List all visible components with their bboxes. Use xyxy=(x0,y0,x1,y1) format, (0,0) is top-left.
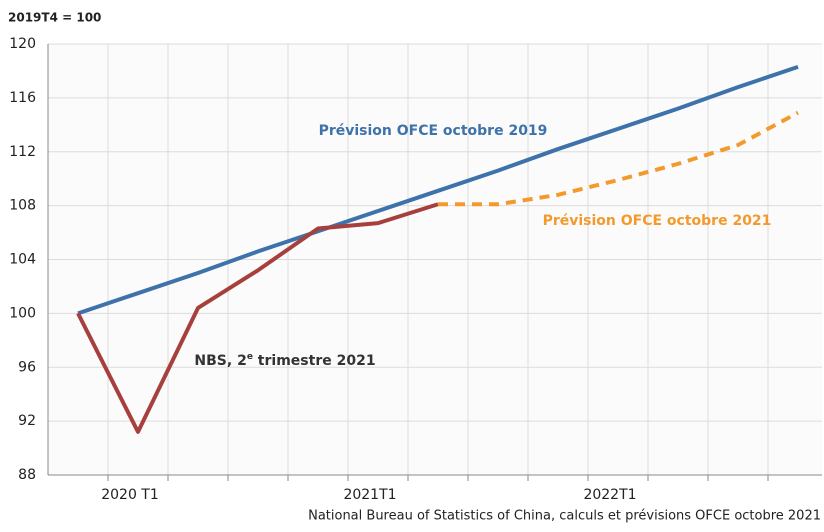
y-tick-label: 120 xyxy=(9,36,36,52)
series-line xyxy=(76,202,439,434)
series-line xyxy=(77,65,799,316)
y-tick-label: 116 xyxy=(9,90,36,106)
annotation-part: trimestre 2021 xyxy=(253,353,376,369)
y-axis-label: 2019T4 = 100 xyxy=(8,11,101,25)
x-tick-label: 2022T1 xyxy=(583,487,636,503)
y-tick-label: 100 xyxy=(9,305,36,321)
y-tick-label: 96 xyxy=(18,359,36,375)
annotation: Prévision OFCE octobre 2021 xyxy=(543,213,772,229)
x-tick-label: 2020 T1 xyxy=(101,487,159,503)
annotation-part: NBS, 2 xyxy=(194,353,246,369)
y-tick-label: 108 xyxy=(9,198,36,214)
y-tick-label: 92 xyxy=(18,413,36,429)
x-tick-label: 2021T1 xyxy=(343,487,396,503)
y-tick-label: 104 xyxy=(9,252,36,268)
annotation: NBS, 2e trimestre 2021 xyxy=(194,352,375,370)
annotation: Prévision OFCE octobre 2019 xyxy=(319,123,548,139)
series-line xyxy=(438,110,799,207)
y-tick-label: 112 xyxy=(9,144,36,160)
y-tick-label: 88 xyxy=(18,467,36,483)
source: National Bureau of Statistics of China, … xyxy=(308,509,821,524)
annotation-part: e xyxy=(247,352,253,362)
